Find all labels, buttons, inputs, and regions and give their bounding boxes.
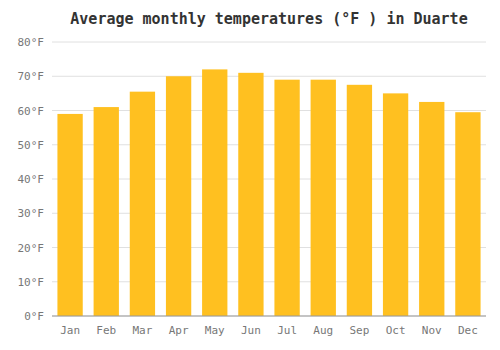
x-axis-line (52, 316, 486, 317)
x-tick-label: Dec (458, 324, 478, 337)
x-tick-label: Oct (386, 324, 406, 337)
y-tick-label: 80°F (18, 36, 45, 49)
bar (383, 93, 408, 316)
bar (202, 69, 227, 316)
x-tick-label: Jul (277, 324, 297, 337)
x-tick-label: Nov (422, 324, 442, 337)
y-tick-label: 0°F (24, 310, 44, 323)
x-tick-label: Sep (349, 324, 369, 337)
background (0, 0, 500, 350)
grid-line (52, 76, 486, 77)
x-tick-label: Jun (241, 324, 261, 337)
y-tick-label: 70°F (18, 70, 45, 83)
y-tick-label: 50°F (18, 139, 45, 152)
bar (166, 76, 191, 316)
y-tick-label: 40°F (18, 173, 45, 186)
bar (274, 80, 299, 316)
y-tick-label: 10°F (18, 276, 45, 289)
grid-line (52, 316, 486, 317)
bar (455, 112, 480, 316)
bar (94, 107, 119, 316)
y-axis: 0°F 10°F 20°F 30°F 40°F 50°F 60°F 70°F 80°F (18, 36, 487, 323)
bar (238, 73, 263, 316)
bar (57, 114, 82, 316)
y-tick-label: 20°F (18, 242, 45, 255)
bar (347, 85, 372, 316)
y-tick-label: 30°F (18, 207, 45, 220)
chart-container: Average monthly temperatures (°F ) in Du… (0, 0, 500, 350)
x-tick-label: Jan (60, 324, 80, 337)
bar (419, 102, 444, 316)
bar (130, 92, 155, 316)
x-axis: Jan Feb Mar Apr May Jun Jul Aug Sep Oct Nov Dec (60, 324, 478, 337)
y-tick-label: 60°F (18, 105, 45, 118)
bars (57, 69, 480, 316)
page: {"chart_data": {"type": "bar", "title": … (0, 0, 500, 350)
x-tick-label: Aug (313, 324, 333, 337)
bar (311, 80, 336, 316)
x-tick-label: Feb (96, 324, 116, 337)
x-tick-label: May (205, 324, 225, 337)
chart-svg: Average monthly temperatures (°F ) in Du… (0, 0, 500, 350)
x-tick-label: Apr (169, 324, 189, 337)
grid-line (52, 42, 486, 43)
chart-title: Average monthly temperatures (°F ) in Du… (70, 10, 467, 28)
x-tick-label: Mar (132, 324, 152, 337)
